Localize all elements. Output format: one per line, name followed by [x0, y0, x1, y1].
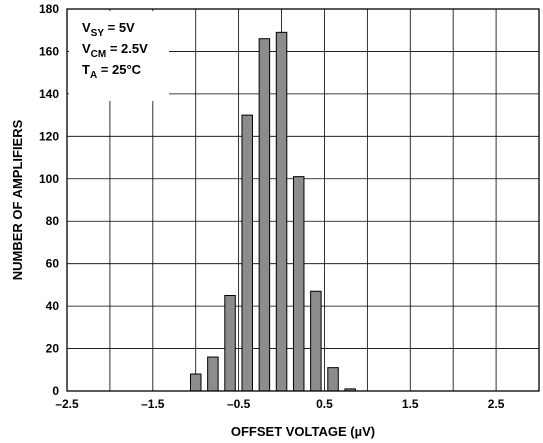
condition-line: VSY = 5V	[82, 20, 135, 39]
y-axis-label: NUMBER OF AMPLIFIERS	[10, 119, 25, 280]
y-tick-label: 40	[46, 299, 60, 313]
x-tick-label: –2.5	[55, 397, 79, 411]
y-tick-label: 80	[46, 214, 60, 228]
histogram-bar	[327, 367, 339, 392]
y-tick-labels: 0 20 40 60 80 100 120 140 160 180	[39, 2, 59, 398]
y-tick-label: 0	[52, 384, 59, 398]
bars	[189, 31, 356, 392]
x-tick-label: 1.5	[402, 397, 419, 411]
x-tick-labels: –2.5 –1.5 –0.5 0.5 1.5 2.5	[55, 397, 504, 411]
histogram-bar	[189, 373, 202, 392]
histogram-bar	[258, 38, 271, 392]
y-tick-label: 120	[39, 129, 59, 143]
y-tick-label: 60	[46, 257, 60, 271]
histogram-bar	[241, 114, 253, 392]
conditions-annotation: VSY = 5V VCM = 2.5V TA = 25°C	[82, 20, 148, 81]
y-tick-label: 180	[39, 2, 59, 16]
condition-line: TA = 25°C	[82, 62, 142, 81]
condition-line: VCM = 2.5V	[82, 41, 148, 60]
histogram-bar	[275, 31, 288, 392]
y-tick-label: 160	[39, 44, 59, 58]
plot-frame	[66, 8, 540, 392]
x-tick-label: –1.5	[141, 397, 165, 411]
y-tick-label: 20	[46, 342, 60, 356]
x-tick-label: 2.5	[488, 397, 505, 411]
y-tick-label: 100	[39, 172, 59, 186]
x-tick-label: –0.5	[227, 397, 251, 411]
histogram-bar	[292, 176, 305, 392]
x-tick-label: 0.5	[316, 397, 333, 411]
x-axis-label: OFFSET VOLTAGE (µV)	[231, 424, 375, 439]
y-tick-label: 140	[39, 87, 59, 101]
histogram-bar	[310, 290, 322, 392]
conditions-box-background	[69, 11, 169, 101]
histogram-bar	[207, 356, 219, 392]
histogram-bar	[224, 295, 236, 392]
